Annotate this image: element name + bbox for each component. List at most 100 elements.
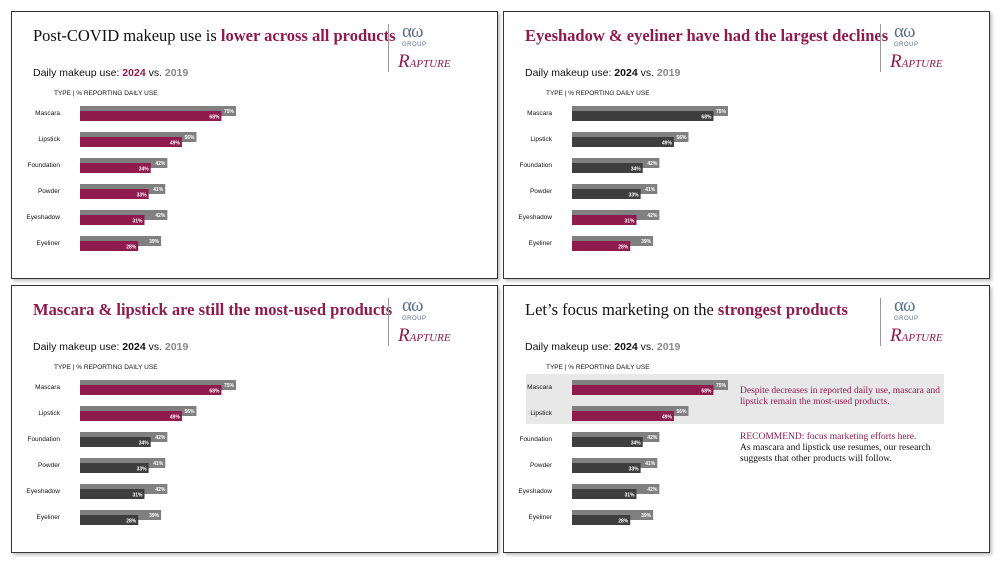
bar-2019-label: 42% <box>647 487 658 493</box>
bar-2024 <box>572 137 674 147</box>
bar-chart: Mascara 75% 68% Lipstick 56%49% Foundation 42%… <box>518 106 728 251</box>
category-label: Lipstick <box>530 410 552 417</box>
bar-2024 <box>572 163 643 173</box>
category-label: Eyeliner <box>529 514 553 521</box>
bar-2024 <box>572 215 637 225</box>
chart-subtitle: Daily makeup use: 2024 vs. 2019 <box>525 341 681 353</box>
bar-2019-label: 39% <box>149 513 160 519</box>
bar-2024-label: 34% <box>139 167 150 173</box>
chart-subtitle: Daily makeup use: 2024 vs. 2019 <box>525 67 681 79</box>
slide-panel-1: Post-COVID makeup use is lower across al… <box>11 11 498 279</box>
slide-panel-4: Let’s focus marketing on the strongest p… <box>503 285 990 553</box>
bar-2024-label: 31% <box>132 493 143 499</box>
bar-2019-label: 42% <box>155 213 166 219</box>
bar-2024-label: 28% <box>618 245 629 251</box>
bar-2019-label: 56% <box>676 409 687 415</box>
bar-2024-label: 28% <box>126 245 137 251</box>
bar-2019-label: 75% <box>224 109 235 115</box>
bar-2019-label: 56% <box>184 409 195 415</box>
slide-panel-2: Eyeshadow & eyeliner have had the larges… <box>503 11 990 279</box>
bar-2019-label: 41% <box>645 461 656 467</box>
bar-chart: Mascara 75% 68% Lipstick 56%49% Foundation 42%… <box>26 106 236 251</box>
bar-2024-label: 34% <box>139 441 150 447</box>
bar-2024 <box>80 515 139 525</box>
bar-2019-label: 56% <box>676 135 687 141</box>
category-label: Eyeshadow <box>518 488 552 495</box>
bar-2019-label: 42% <box>155 435 166 441</box>
category-label: Powder <box>38 188 61 195</box>
category-label: Mascara <box>35 384 60 391</box>
bar-chart: Mascara 75% 68% Lipstick 56%49% Foundation 42%… <box>26 380 236 525</box>
bar-2024-label: 68% <box>701 115 712 121</box>
category-label: Eyeshadow <box>518 214 552 221</box>
bar-2024 <box>572 515 631 525</box>
company-logo: αω GROUP RAPTURE <box>388 292 468 348</box>
category-label: Powder <box>38 462 61 469</box>
bar-2024-label: 49% <box>170 141 181 147</box>
category-label: Eyeliner <box>529 240 553 247</box>
bar-2024-label: 68% <box>209 115 220 121</box>
bar-2024-label: 28% <box>618 519 629 525</box>
bar-2024-label: 34% <box>631 167 642 173</box>
bar-2024 <box>572 385 714 395</box>
bar-2024-label: 33% <box>137 467 148 473</box>
bar-2019-label: 42% <box>647 435 658 441</box>
category-label: Eyeliner <box>37 514 61 521</box>
category-label: Eyeliner <box>37 240 61 247</box>
company-logo: αω GROUP RAPTURE <box>388 18 468 74</box>
bar-2024 <box>80 137 182 147</box>
recommendation-note: RECOMMEND: focus marketing efforts here.… <box>740 432 931 464</box>
bar-2024-label: 31% <box>624 219 635 225</box>
bar-2019-label: 39% <box>641 239 652 245</box>
bar-2024-label: 33% <box>629 193 640 199</box>
bar-2024-label: 28% <box>126 519 137 525</box>
bar-2024 <box>80 489 145 499</box>
bar-2024-label: 49% <box>662 415 673 421</box>
bar-2024-label: 31% <box>132 219 143 225</box>
bar-2019-label: 42% <box>155 161 166 167</box>
bar-2024 <box>572 189 641 199</box>
bar-2019-label: 75% <box>716 109 727 115</box>
slide-title: Let’s focus marketing on the strongest p… <box>525 300 848 319</box>
category-label: Mascara <box>35 110 60 117</box>
category-label: Foundation <box>519 162 552 169</box>
category-label: Lipstick <box>38 136 60 143</box>
bar-2024 <box>80 411 182 421</box>
category-label: Foundation <box>27 436 60 443</box>
bar-2019-label: 39% <box>149 239 160 245</box>
bar-2019-label: 41% <box>153 461 164 467</box>
category-label: Mascara <box>527 110 552 117</box>
bar-2024 <box>80 215 145 225</box>
bar-2024 <box>80 111 222 121</box>
bar-2024-label: 33% <box>629 467 640 473</box>
bar-2024-label: 49% <box>170 415 181 421</box>
bar-2024 <box>80 163 151 173</box>
bar-2019-label: 42% <box>647 161 658 167</box>
bar-2024 <box>80 463 149 473</box>
bar-2019-label: 56% <box>184 135 195 141</box>
category-label: Powder <box>530 188 553 195</box>
bar-2019-label: 41% <box>645 187 656 193</box>
bar-2024 <box>80 385 222 395</box>
bar-2024-label: 68% <box>209 389 220 395</box>
bar-2024-label: 33% <box>137 193 148 199</box>
bar-2024-label: 31% <box>624 493 635 499</box>
column-header: TYPE | % REPORTING DAILY USE <box>54 364 158 371</box>
bar-2019-label: 42% <box>647 213 658 219</box>
bar-2024 <box>572 437 643 447</box>
column-header: TYPE | % REPORTING DAILY USE <box>54 90 158 97</box>
bar-2024 <box>572 411 674 421</box>
bar-2019-label: 42% <box>155 487 166 493</box>
bar-2019-label: 75% <box>716 383 727 389</box>
insight-note: Despite decreases in reported daily use,… <box>740 386 940 407</box>
bar-2019-label: 75% <box>224 383 235 389</box>
category-label: Eyeshadow <box>26 214 60 221</box>
category-label: Foundation <box>519 436 552 443</box>
chart-subtitle: Daily makeup use: 2024 vs. 2019 <box>33 67 189 79</box>
bar-2024 <box>80 189 149 199</box>
column-header: TYPE | % REPORTING DAILY USE <box>546 364 650 371</box>
category-label: Lipstick <box>530 136 552 143</box>
bar-2024-label: 68% <box>701 389 712 395</box>
slide-title: Mascara & lipstick are still the most-us… <box>33 300 393 319</box>
bar-2024 <box>572 463 641 473</box>
